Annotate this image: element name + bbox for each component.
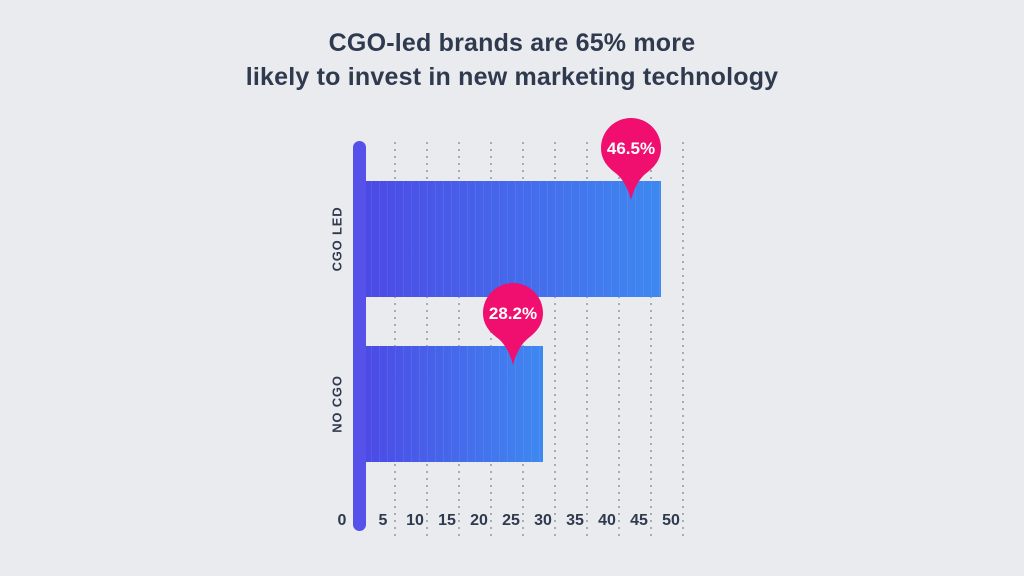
x-tick-label-10: 10: [406, 512, 424, 529]
gridline-45: [650, 142, 652, 538]
x-tick-label-35: 35: [566, 512, 584, 529]
bar-no-cgo: [363, 346, 543, 462]
value-marker-no-cgo: 28.2%: [483, 283, 544, 365]
x-tick-label-50: 50: [662, 512, 680, 529]
pin-value-label: 28.2%: [489, 304, 537, 323]
chart-title-line1: CGO-led brands are 65% more: [328, 29, 696, 57]
x-tick-label-0: 0: [337, 512, 347, 529]
category-label-cgo-led: CGO LED: [329, 206, 345, 272]
gridline-35: [586, 142, 588, 538]
gridline-15: [458, 142, 460, 538]
x-tick-label-5: 5: [378, 512, 388, 529]
value-marker-cgo-led: 46.5%: [600, 118, 661, 200]
gridline-20: [490, 142, 492, 538]
x-tick-label-30: 30: [534, 512, 552, 529]
x-tick-label-15: 15: [438, 512, 456, 529]
y-axis-line: [353, 141, 366, 531]
x-tick-label-25: 25: [502, 512, 520, 529]
pin-icon: [600, 118, 661, 200]
gridline-30: [554, 142, 556, 538]
x-tick-label-45: 45: [630, 512, 648, 529]
gridline-40: [618, 142, 620, 538]
gridline-10: [426, 142, 428, 538]
pin-value-label: 46.5%: [606, 139, 654, 158]
gridline-5: [394, 142, 396, 538]
chart-title-line2: likely to invest in new marketing techno…: [245, 63, 779, 91]
chart-title: CGO-led brands are 65% more likely to in…: [0, 26, 1024, 94]
category-label-no-cgo: NO CGO: [329, 375, 345, 433]
bar-cgo-led: [363, 181, 661, 297]
pin-icon: [483, 283, 544, 365]
gridline-50: [682, 142, 684, 538]
x-tick-label-20: 20: [470, 512, 488, 529]
x-tick-label-40: 40: [598, 512, 616, 529]
